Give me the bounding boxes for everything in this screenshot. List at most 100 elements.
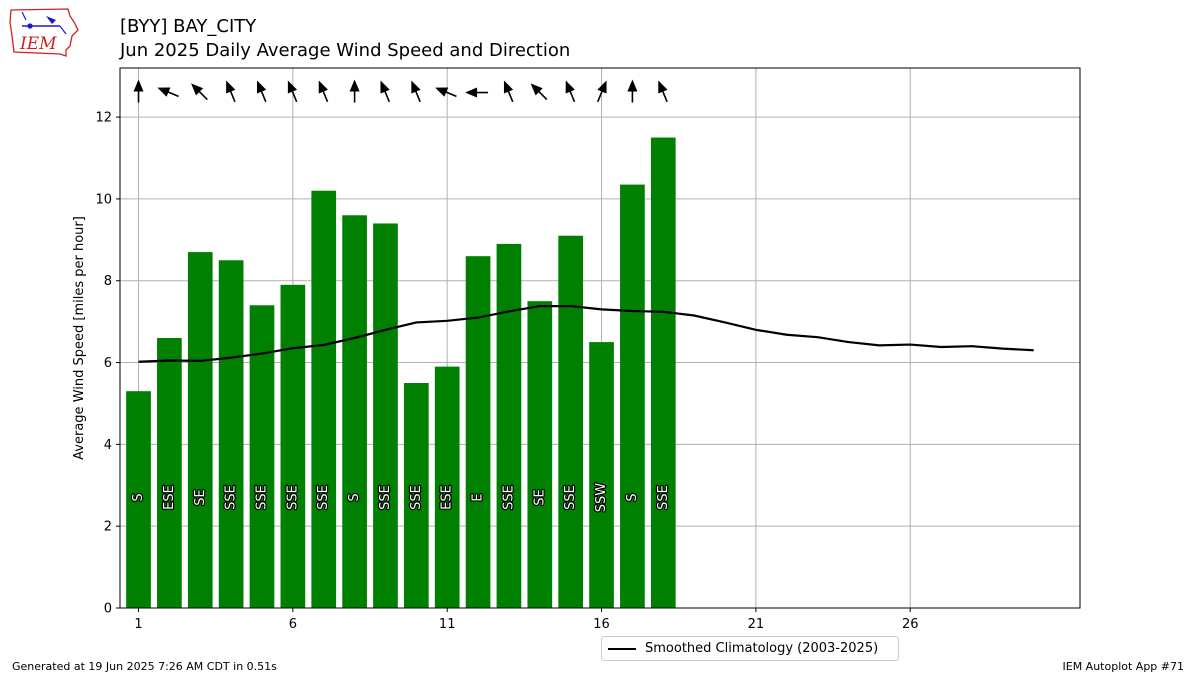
arrow-head <box>226 80 236 94</box>
speed-bar <box>280 284 306 608</box>
speed-bar <box>465 256 491 608</box>
direction-label: SE <box>193 489 208 505</box>
speed-bar <box>342 215 367 609</box>
y-tick-label: 2 <box>104 520 112 535</box>
arrow-head <box>530 83 543 96</box>
y-tick-label: 6 <box>104 356 112 371</box>
iem-logo <box>8 6 80 58</box>
direction-label: SSE <box>501 485 516 510</box>
direction-label: SSE <box>563 485 578 510</box>
wind-direction-arrow <box>133 79 144 103</box>
direction-label: SSE <box>656 485 671 510</box>
direction-label: SSE <box>378 485 393 510</box>
wind-direction-arrow <box>256 80 267 103</box>
wind-direction-arrow <box>411 80 421 103</box>
arrow-head <box>191 83 204 96</box>
y-tick-label: 0 <box>104 602 112 617</box>
speed-bar <box>126 391 151 608</box>
x-tick-label: 21 <box>748 617 765 632</box>
direction-label: SSE <box>316 485 331 510</box>
speed-bar <box>650 137 676 608</box>
direction-label: SSW <box>594 483 609 513</box>
chart-title-line2: Jun 2025 Daily Average Wind Speed and Di… <box>120 40 571 61</box>
arrow-head <box>157 87 171 97</box>
generated-timestamp: Generated at 19 Jun 2025 7:26 AM CDT in … <box>12 660 277 673</box>
plot-frame <box>119 67 1081 609</box>
wind-direction-arrow <box>627 79 638 103</box>
direction-label: SSE <box>224 485 239 510</box>
arrow-head <box>435 87 449 97</box>
legend: Smoothed Climatology (2003-2025) <box>601 636 899 661</box>
speed-bar <box>187 252 213 608</box>
wind-direction-arrow <box>596 80 607 103</box>
climatology-line <box>138 304 1034 363</box>
speed-bar <box>157 338 182 608</box>
y-axis-label: Average Wind Speed [miles per hour] <box>72 216 87 460</box>
speed-bar <box>527 301 553 608</box>
direction-labels: S ESE SE SSE SSE SSE SSE S SSE SSE ESE E SSE SE SSE SSW… <box>130 482 672 514</box>
direction-label: S <box>131 493 146 501</box>
direction-label: SE <box>532 489 547 505</box>
speed-bar <box>434 366 460 608</box>
arrow-head <box>287 80 298 94</box>
direction-label: SSE <box>254 485 269 510</box>
logo-text: IEM <box>20 34 57 54</box>
y-tick-label: 4 <box>104 438 112 453</box>
wind-direction-arrow <box>435 87 457 98</box>
x-tick-label: 6 <box>289 617 297 632</box>
arrow-head <box>380 80 390 94</box>
speed-bar <box>496 243 522 608</box>
arrow-head <box>465 87 478 98</box>
arrow-head <box>256 80 267 94</box>
arrow-head <box>597 80 607 94</box>
wind-direction-arrow <box>465 87 489 98</box>
speed-bar <box>589 342 614 608</box>
wind-direction-arrow <box>287 80 298 103</box>
arrow-head <box>349 79 360 92</box>
direction-label: E <box>471 493 486 501</box>
arrow-head <box>318 80 328 94</box>
arrow-head <box>503 80 514 94</box>
arrow-head <box>133 79 144 92</box>
direction-label: SSE <box>285 485 300 510</box>
wind-direction-arrow <box>191 83 208 101</box>
legend-label: Smoothed Climatology (2003-2025) <box>645 641 879 656</box>
speed-bar <box>558 235 584 608</box>
x-tick-label: 16 <box>593 617 610 632</box>
chart-title-line1: [BYY] BAY_CITY <box>120 16 257 37</box>
arrow-head <box>565 80 575 94</box>
direction-label: SSE <box>409 485 424 510</box>
speed-bar <box>403 383 429 608</box>
direction-label: S <box>347 493 362 501</box>
direction-label: ESE <box>440 485 455 510</box>
wind-direction-arrow <box>380 80 391 103</box>
direction-label: S <box>625 493 640 501</box>
speed-bars <box>126 137 676 609</box>
y-tick-label: 10 <box>95 192 112 207</box>
climatology-series <box>138 304 1034 363</box>
y-tick-label: 8 <box>104 274 112 289</box>
arrow-head <box>411 80 421 94</box>
wind-direction-arrow <box>530 83 548 101</box>
arrow-head <box>658 80 668 94</box>
wind-direction-arrow <box>565 80 576 103</box>
legend-line-swatch <box>608 648 636 650</box>
wind-direction-arrow <box>658 80 668 103</box>
wind-direction-arrow <box>157 87 179 98</box>
y-tick-label: 12 <box>95 111 112 126</box>
app-credit: IEM Autoplot App #71 <box>1062 660 1185 673</box>
direction-arrows <box>133 79 668 103</box>
speed-bar <box>373 223 398 609</box>
x-tick-label: 11 <box>439 617 456 632</box>
speed-bar <box>218 260 244 608</box>
direction-label: ESE <box>162 485 177 510</box>
x-tick-label: 26 <box>902 617 919 632</box>
wind-direction-arrow <box>349 79 360 103</box>
speed-bar <box>249 305 275 608</box>
speed-bar <box>311 190 337 608</box>
wind-direction-arrow <box>503 80 514 103</box>
wind-direction-arrow <box>226 80 236 103</box>
speed-bar <box>620 184 645 608</box>
